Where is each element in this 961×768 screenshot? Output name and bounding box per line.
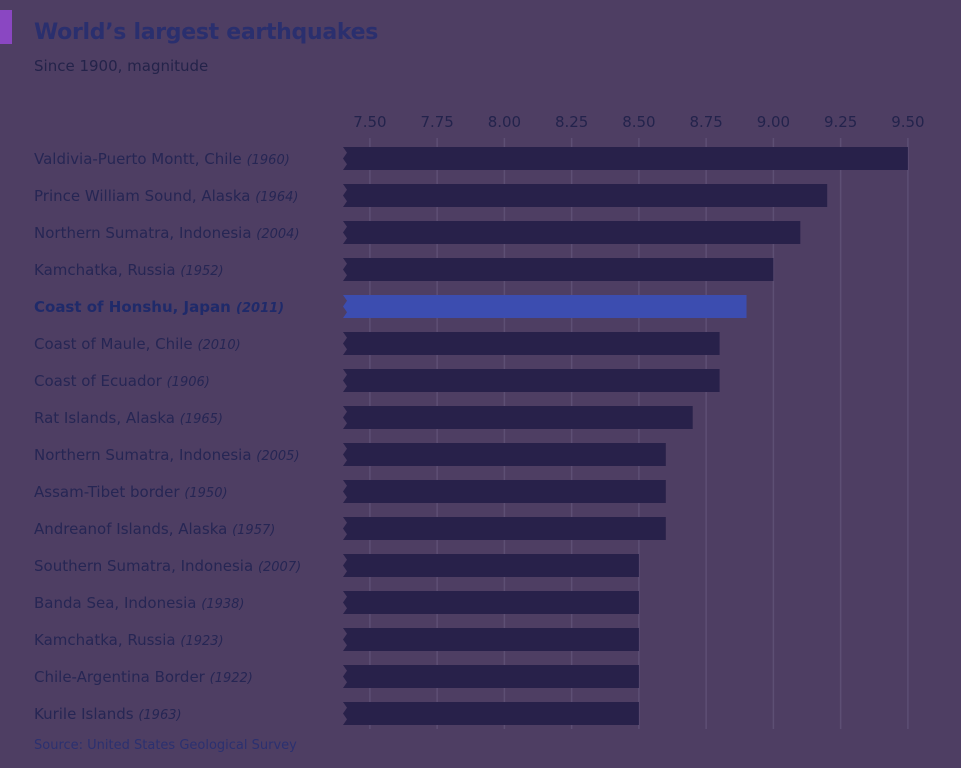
category-place: Northern Sumatra, Indonesia: [34, 446, 252, 464]
category-place: Valdivia-Puerto Montt, Chile: [34, 150, 242, 168]
bar: [343, 258, 774, 281]
category-place: Rat Islands, Alaska: [34, 409, 175, 427]
source-note: Source: United States Geological Survey: [34, 738, 297, 753]
bar: [343, 332, 720, 355]
category-place: Chile-Argentina Border: [34, 668, 205, 686]
category-year: (1965): [179, 412, 223, 427]
category-label: Kamchatka, Russia (1923): [34, 629, 224, 651]
category-place: Kamchatka, Russia: [34, 631, 176, 649]
axis-break-mark: [343, 443, 347, 466]
x-tick-label: 8.00: [488, 113, 521, 131]
bar: [343, 480, 666, 503]
x-tick-label: 9.00: [757, 113, 790, 131]
bar: [343, 702, 639, 725]
axis-break-mark: [343, 147, 347, 170]
category-label: Coast of Honshu, Japan (2011): [34, 296, 284, 318]
category-label: Kamchatka, Russia (1952): [34, 259, 224, 281]
axis-break-mark: [343, 554, 347, 577]
category-year: (2005): [256, 449, 300, 464]
category-label: Northern Sumatra, Indonesia (2004): [34, 222, 300, 244]
category-label: Andreanof Islands, Alaska (1957): [34, 518, 275, 540]
x-tick-label: 9.25: [824, 113, 857, 131]
category-label: Valdivia-Puerto Montt, Chile (1960): [34, 148, 290, 170]
bar: [343, 221, 801, 244]
axis-break-mark: [343, 332, 347, 355]
category-place: Andreanof Islands, Alaska: [34, 520, 228, 538]
axis-break-mark: [343, 480, 347, 503]
axis-break-mark: [343, 295, 347, 318]
bar: [343, 184, 828, 207]
category-place: Coast of Honshu, Japan: [34, 298, 231, 316]
x-tick-label: 7.50: [353, 113, 386, 131]
bar-highlighted: [343, 295, 747, 318]
bar: [343, 517, 666, 540]
category-year: (2004): [256, 227, 300, 242]
x-tick-label: 8.25: [555, 113, 588, 131]
category-year: (1922): [209, 671, 253, 686]
category-year: (1960): [246, 153, 290, 168]
axis-break-mark: [343, 406, 347, 429]
axis-break-mark: [343, 221, 347, 244]
category-label: Northern Sumatra, Indonesia (2005): [34, 444, 300, 466]
category-year: (2007): [257, 560, 302, 575]
category-year: (1938): [201, 597, 245, 612]
chart-title: World’s largest earthquakes: [34, 20, 379, 45]
category-label: Kurile Islands (1963): [34, 703, 182, 725]
axis-break-mark: [343, 702, 347, 725]
category-place: Prince William Sound, Alaska: [34, 187, 251, 205]
x-tick-label: 8.75: [689, 113, 722, 131]
category-place: Assam-Tibet border: [34, 483, 180, 501]
category-label: Rat Islands, Alaska (1965): [34, 407, 223, 429]
category-place: Coast of Ecuador: [34, 372, 162, 390]
category-place: Northern Sumatra, Indonesia: [34, 224, 252, 242]
category-label: Chile-Argentina Border (1922): [34, 666, 253, 688]
category-place: Banda Sea, Indonesia: [34, 594, 197, 612]
category-year: (1952): [180, 264, 224, 279]
category-place: Kurile Islands: [34, 705, 134, 723]
category-year: (1923): [180, 634, 224, 649]
axis-break-mark: [343, 591, 347, 614]
category-place: Southern Sumatra, Indonesia: [34, 557, 254, 575]
category-label: Coast of Maule, Chile (2010): [34, 333, 241, 355]
axis-break-mark: [343, 184, 347, 207]
bar: [343, 369, 720, 392]
category-year: (1963): [138, 708, 182, 723]
x-tick-label: 9.50: [891, 113, 924, 131]
x-tick-label: 7.75: [420, 113, 453, 131]
category-label: Prince William Sound, Alaska (1964): [34, 185, 298, 207]
category-labels: Valdivia-Puerto Montt, Chile (1960) Princ…: [34, 0, 334, 768]
bar: [343, 628, 639, 651]
category-place: Coast of Maule, Chile: [34, 335, 193, 353]
axis-break-mark: [343, 628, 347, 651]
bar: [343, 406, 693, 429]
category-label: Banda Sea, Indonesia (1938): [34, 592, 245, 614]
chart-subtitle: Since 1900, magnitude: [34, 57, 209, 75]
bar: [343, 665, 639, 688]
category-label: Southern Sumatra, Indonesia (2007): [34, 555, 301, 577]
category-place: Kamchatka, Russia: [34, 261, 176, 279]
bar: [343, 554, 639, 577]
category-label: Assam-Tibet border (1950): [34, 481, 228, 503]
accent-tab: [0, 10, 12, 44]
category-year: (1950): [184, 486, 228, 501]
bar: [343, 147, 908, 170]
axis-break-mark: [343, 258, 347, 281]
bar: [343, 443, 666, 466]
category-year: (2011): [236, 301, 285, 316]
category-year: (2010): [197, 338, 241, 353]
x-tick-label: 8.50: [622, 113, 655, 131]
category-year: (1906): [166, 375, 210, 390]
category-year: (1957): [232, 523, 276, 538]
axis-break-mark: [343, 517, 347, 540]
category-label: Coast of Ecuador (1906): [34, 370, 210, 392]
axis-break-mark: [343, 369, 347, 392]
axis-break-mark: [343, 665, 347, 688]
bar: [343, 591, 639, 614]
category-year: (1964): [255, 190, 299, 205]
